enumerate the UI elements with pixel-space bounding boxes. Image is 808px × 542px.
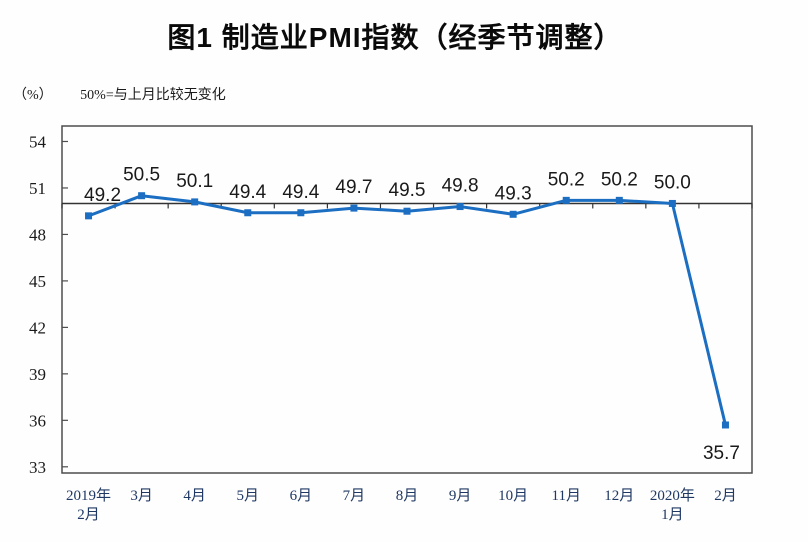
y-tick-label: 54 [29, 132, 47, 151]
x-axis-labels: 2019年 2月 3月 4月 5月 6月 7月 8月 9月 10月 11月 12月 2020年 1月 2月 [66, 487, 737, 523]
chart-title: 图1 制造业PMI指数（经季节调整） [167, 22, 623, 53]
pmi-series-line [87, 194, 727, 427]
data-labels: 49.250.5 50.1 49.4 49.4 49.7 49.5 49.8 49.3 50.2… [84, 165, 740, 464]
x-tick-label: 6月 [290, 488, 313, 504]
data-label: 50.1 [176, 171, 213, 192]
x-tick-label: 10月 [498, 488, 528, 504]
y-axis-unit-label: （%） [13, 88, 53, 103]
data-label: 50.5 [123, 165, 160, 186]
x-tick-label: 2月 [714, 488, 737, 504]
data-label: 49.7 [335, 177, 372, 198]
reference-line-note: 50%=与上月比较无变化 [80, 88, 226, 103]
data-point-marker [138, 192, 146, 200]
y-tick-label: 51 [29, 179, 46, 198]
data-label: 49.3 [495, 183, 532, 204]
x-tick-label: 1月 [661, 507, 684, 523]
data-label: 50.2 [548, 169, 585, 190]
x-tick-label: 8月 [396, 488, 419, 504]
data-point-marker [615, 196, 623, 204]
x-tick-label: 5月 [237, 488, 260, 504]
x-tick-label: 9月 [449, 488, 472, 504]
data-point-marker [562, 196, 570, 204]
data-point-marker [85, 212, 93, 220]
x-tick-label: 2020年 [650, 487, 695, 504]
plot-border [61, 125, 753, 474]
data-label: 49.8 [442, 176, 479, 197]
y-tick-label: 45 [29, 272, 46, 291]
x-tick-label: 2月 [77, 507, 100, 523]
y-tick-label: 39 [29, 365, 46, 384]
data-label: 49.2 [84, 185, 121, 206]
chart-subtitle: （%） 50%=与上月比较无变化 [13, 84, 226, 104]
data-label: 49.5 [389, 180, 426, 201]
data-point-marker [456, 203, 464, 211]
data-point-marker [350, 204, 358, 212]
data-point-marker [297, 209, 305, 217]
y-tick-label: 42 [29, 318, 46, 337]
x-tick-label: 7月 [343, 488, 366, 504]
x-tick-label: 12月 [604, 488, 634, 504]
x-tick-label: 11月 [552, 488, 581, 504]
y-tick-label: 33 [29, 458, 46, 477]
y-tick-label: 36 [29, 411, 46, 430]
data-label: 35.7 [703, 443, 740, 464]
data-label: 50.0 [654, 172, 691, 193]
data-point-marker [403, 207, 411, 215]
data-label: 49.4 [282, 182, 319, 203]
data-point-marker [244, 209, 252, 217]
x-tick-label: 2019年 [66, 487, 111, 504]
data-point-marker [721, 421, 729, 429]
data-point-marker [509, 210, 517, 218]
y-axis: 54 51 48 45 42 39 36 33 [29, 132, 68, 477]
data-point-markers [85, 192, 729, 429]
data-label: 50.2 [601, 169, 638, 190]
y-tick-label: 48 [29, 225, 46, 244]
data-label: 49.4 [229, 182, 266, 203]
x-tick-label: 3月 [130, 488, 153, 504]
data-point-marker [191, 198, 199, 206]
data-point-marker [668, 199, 676, 207]
x-tick-label: 4月 [183, 488, 206, 504]
